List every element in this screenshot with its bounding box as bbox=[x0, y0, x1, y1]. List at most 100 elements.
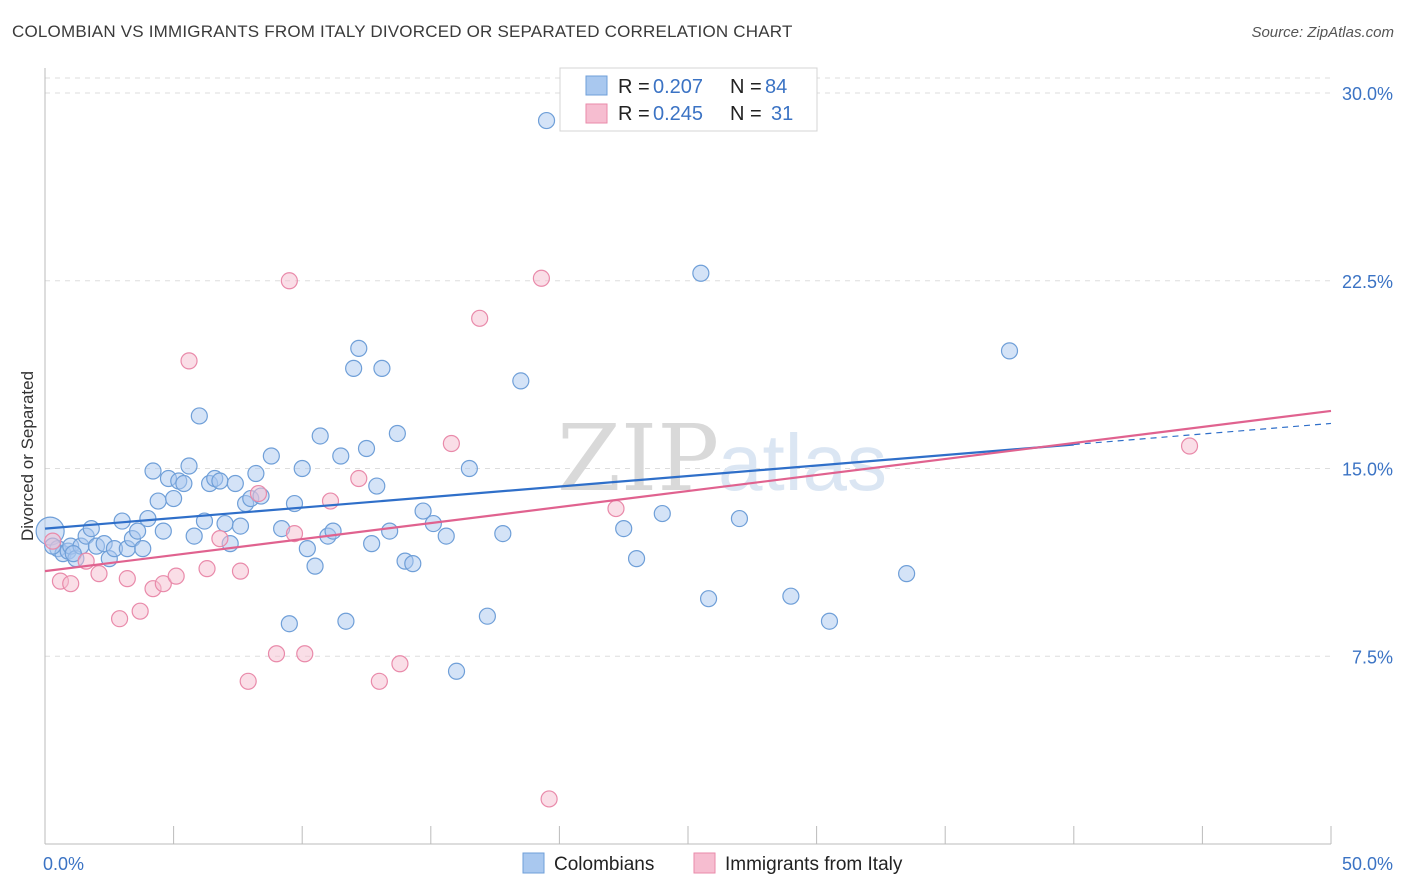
data-points bbox=[35, 111, 1199, 808]
italy-point bbox=[532, 269, 550, 287]
colombians-point bbox=[293, 459, 311, 478]
colombians-point bbox=[82, 519, 100, 538]
axes bbox=[44, 68, 1332, 845]
colombians-point bbox=[373, 359, 391, 377]
colombians-point bbox=[357, 439, 376, 458]
colombians-point bbox=[388, 424, 406, 443]
colombians-point bbox=[537, 111, 556, 130]
italy-point bbox=[280, 272, 298, 290]
colombians-point bbox=[298, 540, 316, 558]
italy-point bbox=[607, 499, 625, 518]
italy-point bbox=[239, 672, 257, 690]
colombians-point bbox=[447, 662, 466, 680]
italy-point bbox=[1180, 437, 1199, 455]
x-tick-labels: 0.0% 50.0% bbox=[43, 854, 1393, 874]
italy-point bbox=[62, 575, 80, 593]
chart-title: COLOMBIAN VS IMMIGRANTS FROM ITALY DIVOR… bbox=[12, 22, 793, 41]
colombians-point bbox=[478, 607, 496, 625]
colombians-point bbox=[247, 464, 265, 483]
series-legend-label-colombians: Colombians bbox=[554, 854, 654, 875]
series-legend: Colombians Immigrants from Italy bbox=[522, 852, 903, 875]
italy-point bbox=[154, 575, 172, 593]
italy-point bbox=[249, 484, 268, 503]
colombians-point bbox=[216, 514, 234, 533]
watermark-zip: ZIP bbox=[557, 405, 719, 512]
colombians-point bbox=[128, 522, 147, 540]
colombians-point bbox=[730, 509, 749, 528]
italy-trend-line bbox=[44, 409, 1332, 573]
colombians-point bbox=[226, 474, 244, 493]
italy-point bbox=[90, 565, 108, 583]
colombians-point bbox=[820, 612, 839, 630]
italy-point bbox=[296, 645, 314, 663]
colombians-point bbox=[154, 522, 172, 540]
colombians-point bbox=[692, 264, 710, 282]
legend-n-label-1: N = bbox=[730, 76, 762, 98]
italy-point bbox=[391, 655, 409, 673]
italy-point bbox=[180, 352, 198, 370]
y-tick-label: 15.0% bbox=[1342, 460, 1393, 480]
colombians-point bbox=[332, 447, 350, 465]
colombians-point bbox=[280, 615, 298, 633]
trend-lines bbox=[44, 409, 1332, 573]
italy-point bbox=[350, 469, 368, 488]
italy-point bbox=[471, 309, 489, 327]
colombians-point bbox=[653, 504, 671, 523]
legend-n-label-2: N = bbox=[730, 103, 762, 125]
colombians-point bbox=[404, 555, 422, 573]
colombians-point bbox=[195, 512, 214, 530]
x-tick-label: 0.0% bbox=[43, 854, 84, 874]
colombians-point bbox=[144, 462, 162, 480]
series-legend-label-italy: Immigrants from Italy bbox=[725, 854, 903, 875]
colombians-point bbox=[1000, 342, 1019, 360]
colombians-point bbox=[175, 474, 193, 493]
y-tick-label: 7.5% bbox=[1352, 647, 1393, 667]
colombians-point bbox=[627, 550, 646, 568]
colombians-point bbox=[414, 502, 432, 520]
colombians-point bbox=[262, 447, 280, 465]
colombians-point bbox=[165, 489, 183, 508]
colombians-point bbox=[64, 545, 82, 563]
colombians-point bbox=[139, 509, 157, 528]
colombians-point bbox=[180, 457, 198, 475]
colombians-point bbox=[190, 407, 208, 425]
legend-r-value-2: 0.245 bbox=[653, 103, 703, 125]
colombians-point bbox=[134, 540, 152, 558]
legend-r-value-1: 0.207 bbox=[653, 76, 703, 98]
italy-point bbox=[198, 560, 216, 578]
y-tick-label: 30.0% bbox=[1342, 84, 1393, 104]
watermark: ZIP atlas bbox=[557, 405, 887, 512]
colombians-point bbox=[345, 359, 363, 377]
stats-legend: R = 0.207 N = 84 R = 0.245 N = 31 bbox=[559, 67, 818, 132]
italy-point bbox=[267, 645, 286, 663]
italy-point bbox=[131, 602, 149, 620]
colombians-point bbox=[381, 522, 399, 540]
y-tick-label: 22.5% bbox=[1342, 272, 1393, 292]
italy-point bbox=[285, 524, 304, 543]
italy-point bbox=[370, 672, 388, 690]
colombians-point bbox=[494, 524, 512, 543]
colombians-point bbox=[460, 459, 478, 478]
colombians-point bbox=[211, 472, 229, 490]
colombians-point bbox=[615, 519, 633, 538]
colombians-point bbox=[782, 587, 800, 605]
x-tick-label: 50.0% bbox=[1342, 854, 1393, 874]
colombians-point bbox=[898, 565, 916, 583]
y-tick-labels: 7.5% 15.0% 22.5% 30.0% bbox=[1342, 84, 1393, 667]
colombians-point bbox=[437, 527, 455, 545]
legend-swatch-blue bbox=[585, 75, 608, 96]
italy-point bbox=[110, 610, 129, 628]
colombians-point bbox=[699, 590, 718, 608]
series-legend-swatch-italy bbox=[693, 852, 716, 874]
colombians-point bbox=[185, 527, 203, 545]
colombians-point bbox=[337, 612, 355, 630]
series-legend-swatch-colombians bbox=[522, 852, 545, 874]
y-axis-label: Divorced or Separated bbox=[18, 371, 37, 541]
legend-n-value-1: 84 bbox=[765, 76, 787, 98]
italy-point bbox=[167, 567, 185, 585]
italy-point bbox=[442, 434, 460, 453]
colombians-point bbox=[149, 492, 167, 510]
legend-r-label-1: R = bbox=[618, 76, 650, 98]
colombians-point bbox=[311, 427, 329, 445]
